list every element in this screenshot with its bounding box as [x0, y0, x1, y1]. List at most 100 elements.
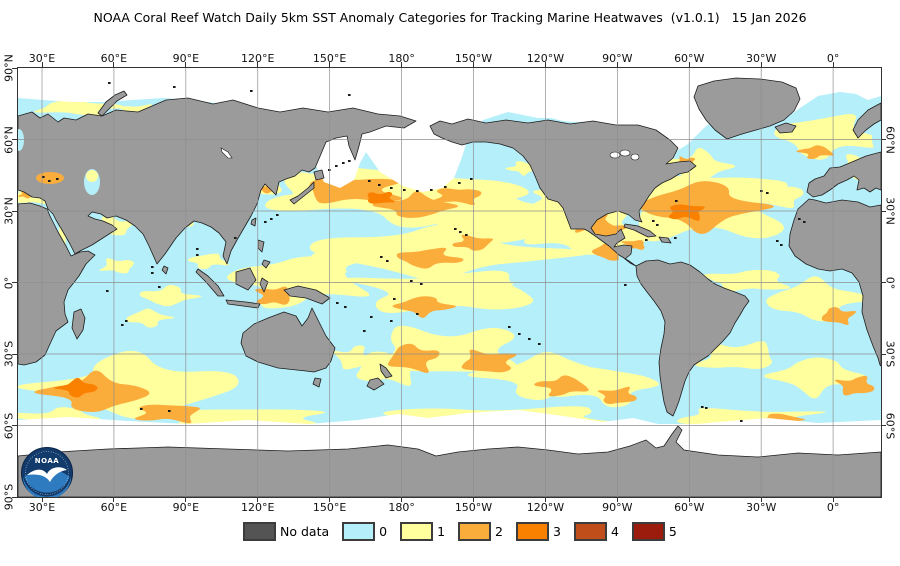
legend-item-5: 5 — [631, 522, 677, 541]
baltic-sea — [18, 129, 24, 151]
island-dot — [454, 228, 457, 230]
legend-swatch — [516, 522, 549, 541]
lon-tick-label-bottom: 30°W — [745, 501, 777, 514]
tick-mark — [616, 497, 618, 502]
tick-mark — [329, 62, 331, 67]
island-dot — [430, 189, 433, 191]
lon-tick-label-top: 90°E — [172, 52, 200, 65]
lon-tick-label-bottom: 150°E — [312, 501, 347, 514]
tick-mark — [257, 497, 259, 502]
baltic-sea-east — [872, 126, 881, 150]
heat-patch-cat2 — [134, 404, 200, 424]
island-dot — [168, 410, 171, 412]
heat-patch-cat2 — [591, 239, 630, 261]
island-dot — [410, 280, 413, 282]
tick-mark — [41, 497, 43, 502]
island-dot — [108, 82, 111, 84]
island-dot — [518, 333, 521, 335]
heat-patch-cat1 — [187, 253, 229, 270]
land-tasmania — [312, 377, 322, 388]
land-africa-west — [788, 198, 881, 367]
island-dot — [48, 180, 51, 182]
land-mindanao — [261, 259, 271, 269]
island-dot — [328, 169, 331, 171]
heat-patch-cat1 — [554, 366, 659, 408]
lon-tick-label-top: 180° — [388, 52, 415, 65]
lon-tick-label-bottom: 180° — [388, 501, 415, 514]
lon-tick-label-top: 60°E — [100, 52, 128, 65]
island-dot — [335, 165, 338, 167]
legend-label: 3 — [553, 524, 561, 539]
heat-patch-cat2 — [584, 220, 627, 237]
lon-tick-label-top: 120°W — [526, 52, 565, 65]
tick-mark — [881, 353, 886, 355]
land-new-zealand-south — [366, 377, 385, 391]
lon-tick-label-bottom: 60°W — [674, 501, 705, 514]
legend: No data 0 1 2 3 4 5 — [243, 522, 690, 541]
island-dot — [348, 160, 351, 162]
caspian-north — [86, 170, 98, 182]
lon-tick-label-bottom: 60°E — [100, 501, 128, 514]
tick-mark — [688, 497, 690, 502]
island-dot — [151, 272, 154, 274]
heat-patch-cat3 — [668, 204, 705, 221]
heat-patch-cat1 — [766, 276, 875, 322]
tick-mark — [12, 139, 17, 140]
tick-mark — [12, 67, 17, 69]
heat-patch-cat2 — [387, 343, 440, 374]
land-taiwan — [250, 217, 257, 227]
world-map: NOAA — [18, 68, 881, 497]
tick-mark — [12, 210, 17, 212]
tick-mark — [544, 497, 546, 502]
land-new-zealand-north — [379, 363, 393, 379]
heat-patch-cat1 — [739, 184, 804, 209]
legend-swatch — [342, 522, 376, 541]
great-lake — [619, 149, 631, 157]
noaa-logo-text: NOAA — [35, 457, 60, 465]
land-antarctica — [18, 425, 881, 497]
island-dot — [444, 186, 447, 188]
tick-mark — [113, 497, 115, 502]
lon-tick-label-top: 90°W — [602, 52, 633, 65]
island-dot — [705, 407, 708, 409]
tick-mark — [881, 282, 886, 283]
heat-patch-cat2 — [396, 247, 464, 269]
island-dot — [42, 176, 45, 178]
heat-patch-cat1 — [465, 274, 515, 294]
noaa-bird-icon — [27, 467, 67, 482]
lon-tick-label-bottom: 90°E — [172, 501, 200, 514]
island-dot — [125, 320, 128, 322]
island-dot — [106, 290, 109, 292]
island-dot — [386, 260, 389, 262]
island-dot — [390, 187, 393, 189]
land-sulawesi — [259, 277, 269, 293]
island-dot — [370, 316, 373, 318]
tick-mark — [688, 62, 690, 67]
land-java — [225, 299, 261, 309]
island-dot — [508, 326, 511, 328]
land-sri-lanka — [161, 265, 169, 275]
inland-seas — [18, 126, 881, 195]
island-dot — [766, 192, 769, 194]
island-dot — [380, 256, 383, 258]
heat-patch-cat1 — [294, 251, 362, 274]
heat-patch-cat1 — [126, 308, 175, 328]
island-dot — [624, 284, 627, 286]
lon-tick-label-bottom: 30°E — [28, 501, 56, 514]
heat-patch-cat2 — [461, 349, 517, 373]
island-dot — [196, 254, 199, 256]
island-dot — [151, 266, 154, 268]
legend-label: 1 — [437, 524, 446, 539]
tick-mark — [257, 62, 259, 67]
island-dot — [528, 338, 531, 340]
lon-tick-label-top: 150°E — [312, 52, 347, 65]
heat-patch-cat1 — [333, 345, 375, 370]
tick-mark — [113, 62, 115, 67]
heat-patch-cat2 — [835, 375, 875, 396]
heat-patch-cat1 — [34, 100, 124, 117]
island-dot — [363, 330, 366, 332]
island-dot — [234, 237, 237, 239]
land-europe — [806, 151, 881, 198]
heat-patch-cat1 — [139, 285, 202, 307]
